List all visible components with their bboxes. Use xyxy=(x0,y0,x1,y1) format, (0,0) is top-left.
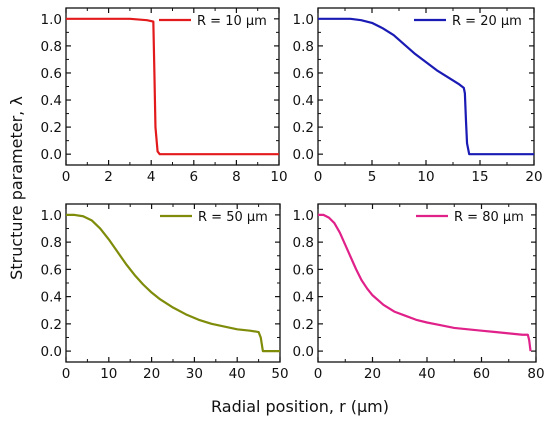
legend-label: R = 80 μm xyxy=(454,210,524,225)
y-tick-label: 0.0 xyxy=(41,344,62,360)
x-tick-label: 8 xyxy=(232,169,241,185)
x-tick-label: 2 xyxy=(104,169,113,185)
x-tick-label: 0 xyxy=(62,366,71,382)
y-tick-label: 0.0 xyxy=(293,147,314,163)
x-tick-label: 10 xyxy=(270,169,287,185)
x-axis-title: Radial position, r (μm) xyxy=(211,397,389,416)
legend-label: R = 10 μm xyxy=(197,14,267,29)
series-line xyxy=(318,213,532,352)
y-tick-label: 0.0 xyxy=(41,147,62,163)
x-tick-label: 10 xyxy=(100,366,117,382)
panel-top-right: 0 5 10 15 20 0.0 0.2 0.4 0.6 0.8 1.0 R = 20 μm xyxy=(293,7,543,185)
legend-label: R = 20 μm xyxy=(452,14,522,29)
series-line xyxy=(318,17,534,156)
plot-frame xyxy=(65,7,280,166)
panel-top-left: 0 2 4 6 8 10 0.0 0.2 0.4 0.6 0.8 1.0 R = 10 μm xyxy=(41,7,288,185)
y-tick-label: 0.8 xyxy=(41,39,62,55)
plot-frame xyxy=(317,7,535,166)
x-tick-label: 6 xyxy=(190,169,199,185)
x-tick-label: 20 xyxy=(525,169,542,185)
y-tick-label: 0.2 xyxy=(41,317,62,333)
x-tick-label: 20 xyxy=(143,366,160,382)
y-tick-label: 0.8 xyxy=(41,235,62,251)
x-tick-label: 0 xyxy=(314,366,323,382)
y-tick-label: 0.6 xyxy=(41,262,62,278)
x-tick-label: 0 xyxy=(62,169,71,185)
y-tick-label: 0.6 xyxy=(41,66,62,82)
y-tick-label: 0.4 xyxy=(41,93,62,109)
x-tick-label: 80 xyxy=(527,366,544,382)
x-tick-label: 60 xyxy=(473,366,490,382)
x-tick-label: 0 xyxy=(314,169,323,185)
y-tick-label: 0.6 xyxy=(293,262,314,278)
y-tick-label: 0.8 xyxy=(293,39,314,55)
panel-bottom-left: 0 10 20 30 40 50 0.0 0.2 0.4 0.6 0.8 1.0 R = 50 μm xyxy=(41,203,289,382)
x-tick-label: 40 xyxy=(229,366,246,382)
y-tick-label: 0.4 xyxy=(293,290,314,306)
y-axis-title: Structure parameter, λ xyxy=(7,96,26,280)
y-tick-label: 0.4 xyxy=(293,93,314,109)
panel-bottom-right: 0 20 40 60 80 0.0 0.2 0.4 0.6 0.8 1.0 R = 80 μm xyxy=(293,203,545,382)
y-tick-label: 0.8 xyxy=(293,235,314,251)
chart-panels: 0 2 4 6 8 10 0.0 0.2 0.4 0.6 0.8 1.0 R = 10 μm 0 5 10 15… xyxy=(41,7,545,382)
y-tick-label: 0.0 xyxy=(293,344,314,360)
y-tick-label: 1.0 xyxy=(293,12,314,28)
x-tick-label: 5 xyxy=(368,169,377,185)
series-line xyxy=(66,17,279,156)
x-tick-label: 10 xyxy=(417,169,434,185)
y-tick-label: 1.0 xyxy=(41,12,62,28)
x-tick-label: 20 xyxy=(364,366,381,382)
y-tick-label: 0.6 xyxy=(293,66,314,82)
y-tick-label: 1.0 xyxy=(293,208,314,224)
x-tick-label: 4 xyxy=(147,169,156,185)
y-tick-label: 0.2 xyxy=(41,120,62,136)
series-line xyxy=(66,213,280,353)
x-tick-label: 40 xyxy=(418,366,435,382)
y-tick-label: 0.2 xyxy=(293,120,314,136)
x-tick-label: 50 xyxy=(271,366,288,382)
y-tick-label: 1.0 xyxy=(41,208,62,224)
legend-label: R = 50 μm xyxy=(198,210,268,225)
plot-frame xyxy=(317,203,537,363)
y-tick-label: 0.2 xyxy=(293,317,314,333)
x-tick-label: 15 xyxy=(471,169,488,185)
y-tick-label: 0.4 xyxy=(41,290,62,306)
x-tick-label: 30 xyxy=(186,366,203,382)
